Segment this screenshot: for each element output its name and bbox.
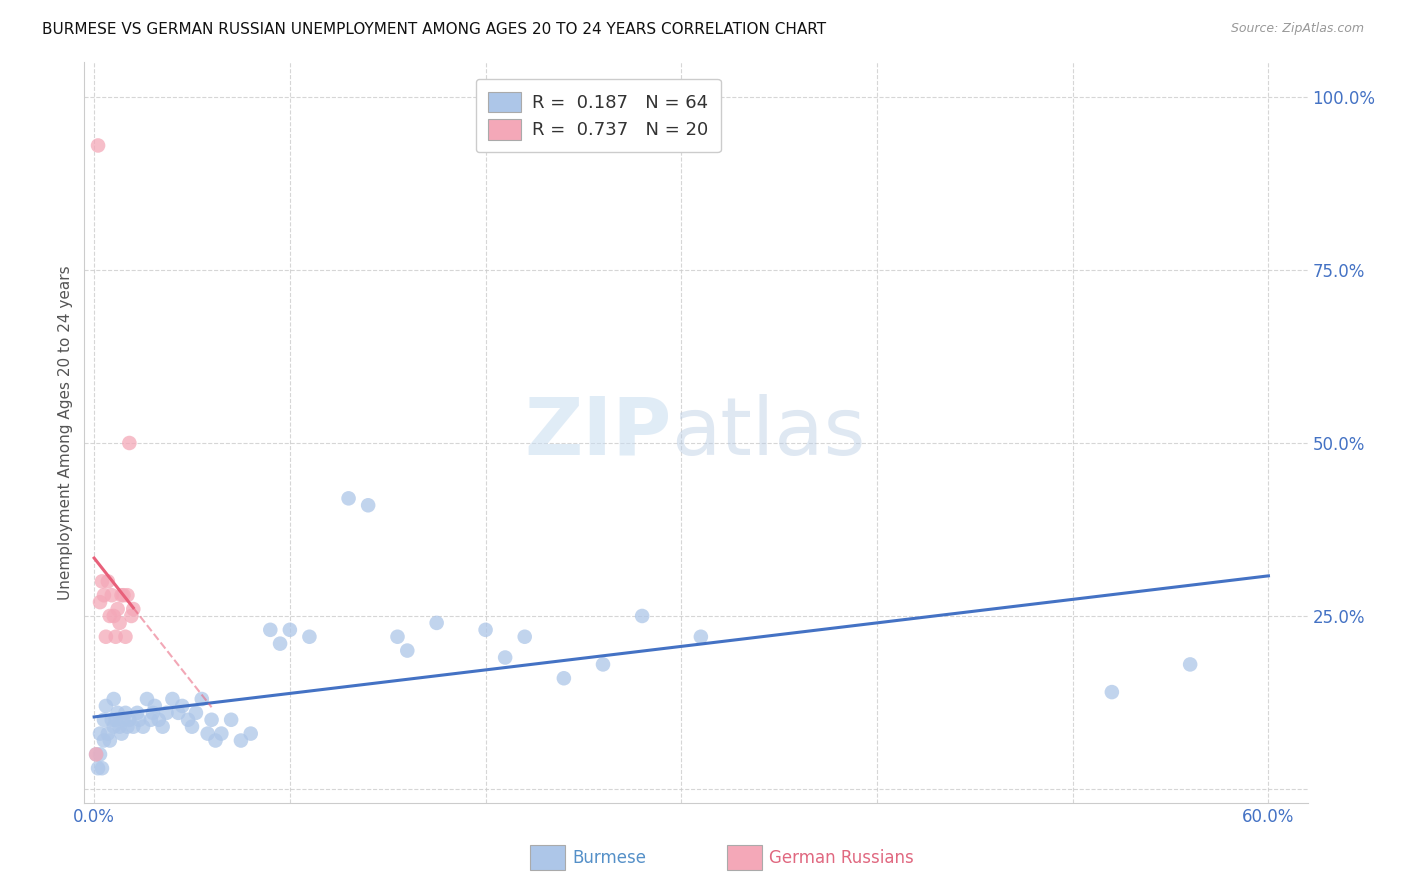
Point: [93, 733, 115, 747]
Text: ZIP: ZIP: [524, 393, 672, 472]
Point: [396, 643, 419, 657]
Point: [98, 609, 121, 624]
Point: [132, 720, 155, 734]
Point: [93, 713, 115, 727]
Point: [136, 692, 159, 706]
Point: [167, 706, 190, 720]
Point: [97, 574, 120, 589]
Point: [104, 713, 127, 727]
Point: [387, 630, 409, 644]
Point: [269, 637, 291, 651]
Point: [107, 602, 129, 616]
Point: [84, 747, 107, 762]
Point: [142, 706, 165, 720]
Point: [89, 595, 111, 609]
Point: [84, 747, 107, 762]
Text: Source: ZipAtlas.com: Source: ZipAtlas.com: [1230, 22, 1364, 36]
Point: [219, 713, 242, 727]
Point: [553, 671, 575, 685]
Point: [191, 692, 214, 706]
Point: [114, 630, 136, 644]
Point: [122, 602, 145, 616]
Point: [128, 713, 150, 727]
Point: [100, 713, 122, 727]
Text: atlas: atlas: [672, 393, 866, 472]
Point: [94, 630, 117, 644]
Point: [229, 733, 252, 747]
Point: [98, 733, 121, 747]
Point: [122, 720, 145, 734]
Point: [93, 588, 115, 602]
Point: [204, 733, 226, 747]
Point: [1178, 657, 1201, 672]
Point: [97, 726, 120, 740]
Point: [426, 615, 449, 630]
Point: [103, 692, 125, 706]
Point: [118, 713, 141, 727]
Legend: R =  0.187   N = 64, R =  0.737   N = 20: R = 0.187 N = 64, R = 0.737 N = 20: [475, 78, 720, 153]
Y-axis label: Unemployment Among Ages 20 to 24 years: Unemployment Among Ages 20 to 24 years: [58, 265, 73, 600]
Point: [689, 630, 711, 644]
Text: BURMESE VS GERMAN RUSSIAN UNEMPLOYMENT AMONG AGES 20 TO 24 YEARS CORRELATION CHA: BURMESE VS GERMAN RUSSIAN UNEMPLOYMENT A…: [42, 22, 827, 37]
Point: [494, 650, 516, 665]
Point: [181, 720, 204, 734]
Point: [357, 498, 380, 512]
Point: [337, 491, 360, 506]
Point: [118, 436, 141, 450]
Point: [120, 609, 142, 624]
Point: [200, 713, 222, 727]
Point: [108, 720, 131, 734]
Point: [513, 630, 536, 644]
Point: [107, 706, 129, 720]
Point: [172, 698, 194, 713]
Point: [162, 692, 184, 706]
Point: [87, 138, 110, 153]
Point: [139, 713, 162, 727]
Point: [197, 726, 219, 740]
Point: [127, 706, 149, 720]
Point: [114, 706, 136, 720]
Point: [631, 609, 654, 624]
Point: [108, 615, 131, 630]
Point: [278, 623, 301, 637]
Point: [91, 761, 114, 775]
Point: [87, 761, 110, 775]
Point: [91, 574, 114, 589]
Point: [143, 698, 166, 713]
Point: [112, 588, 135, 602]
Point: [112, 713, 135, 727]
Point: [239, 726, 262, 740]
Point: [100, 588, 122, 602]
Point: [155, 706, 177, 720]
Point: [94, 698, 117, 713]
Point: [592, 657, 614, 672]
Point: [1101, 685, 1123, 699]
Point: [184, 706, 207, 720]
Point: [298, 630, 321, 644]
Point: [259, 623, 281, 637]
Point: [474, 623, 496, 637]
Point: [152, 720, 174, 734]
Point: [110, 588, 132, 602]
Text: Burmese: Burmese: [572, 849, 647, 867]
Point: [117, 588, 139, 602]
Text: German Russians: German Russians: [769, 849, 914, 867]
Point: [117, 720, 139, 734]
Point: [104, 630, 127, 644]
Point: [89, 726, 111, 740]
Point: [89, 747, 111, 762]
Point: [209, 726, 232, 740]
Point: [110, 726, 132, 740]
Point: [148, 713, 170, 727]
Point: [103, 609, 125, 624]
Point: [103, 720, 125, 734]
Point: [177, 713, 200, 727]
